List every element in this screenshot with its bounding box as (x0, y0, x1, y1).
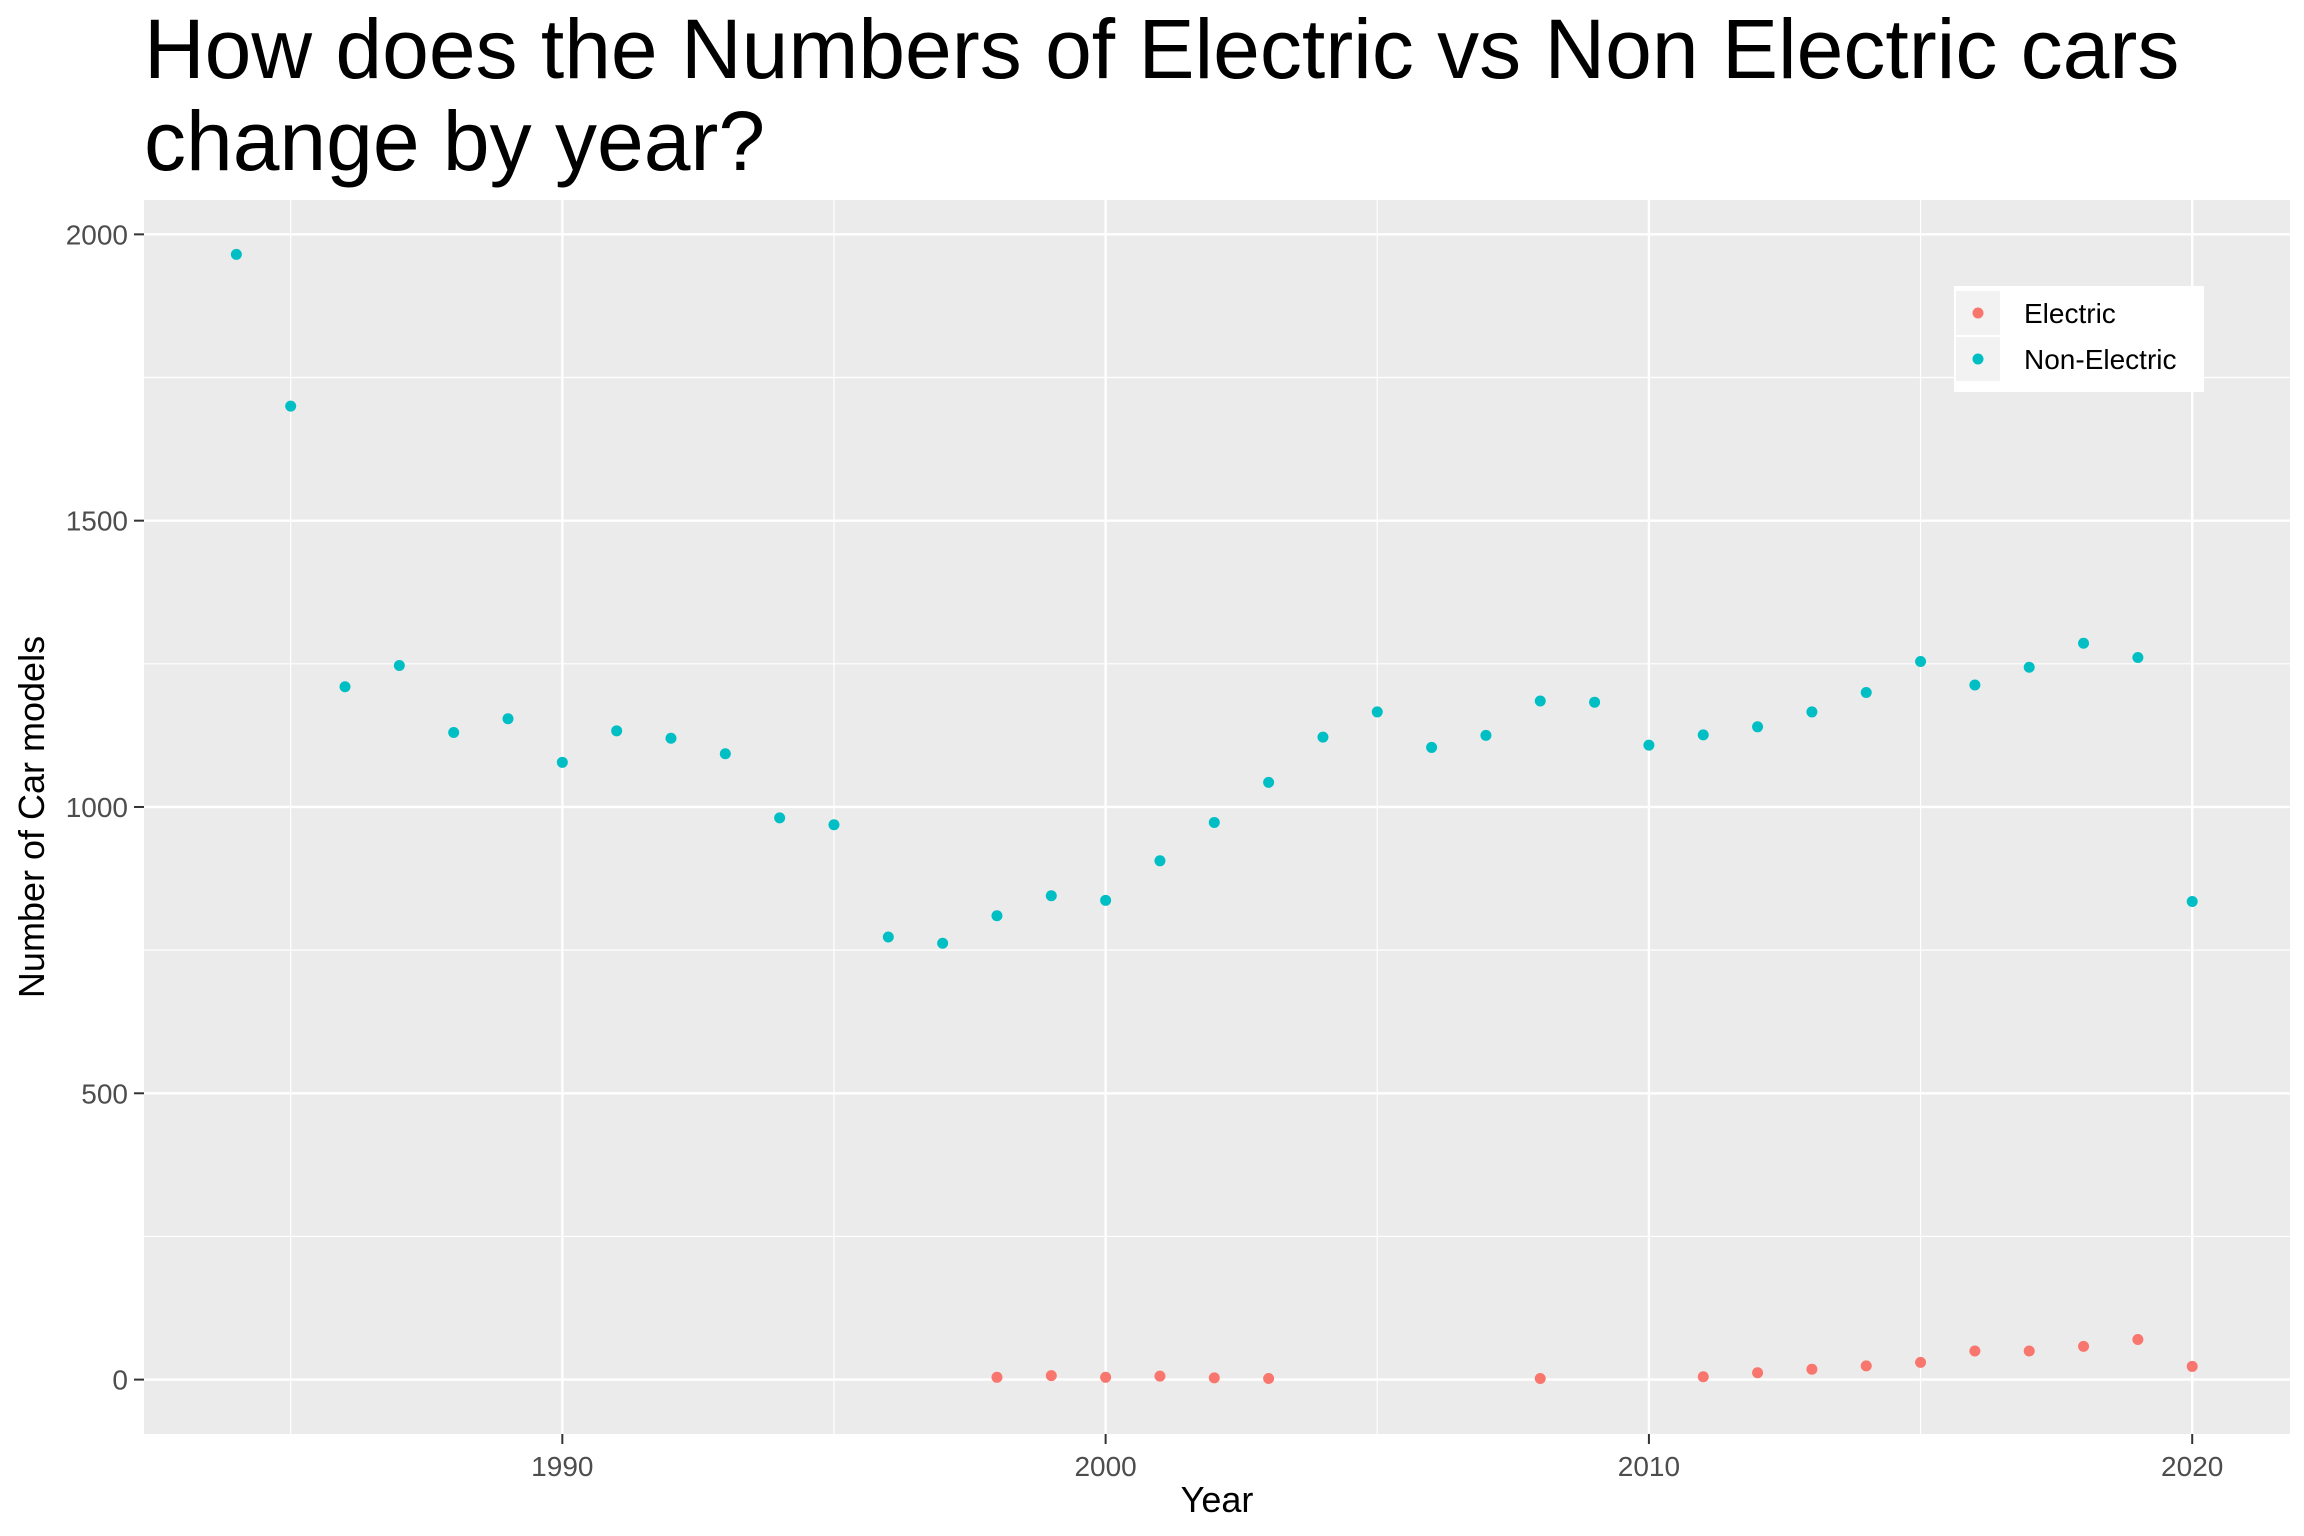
point-electric (1534, 1372, 1546, 1384)
point-electric (2023, 1345, 2035, 1357)
point-non-electric (1752, 721, 1764, 733)
y-tick-label: 2000 (66, 219, 128, 250)
point-non-electric (339, 681, 351, 693)
point-non-electric (2186, 895, 2198, 907)
point-non-electric (1860, 686, 1872, 698)
point-non-electric (2078, 637, 2090, 649)
point-non-electric (1154, 855, 1166, 867)
point-electric (2186, 1360, 2198, 1372)
point-electric (1915, 1356, 1927, 1368)
point-non-electric (556, 756, 568, 768)
x-axis-label: Year (1181, 1479, 1254, 1520)
point-non-electric (1969, 679, 1981, 691)
point-electric (1969, 1345, 1981, 1357)
point-electric (1806, 1363, 1818, 1375)
point-non-electric (882, 931, 894, 943)
legend-swatch (1972, 307, 1984, 319)
legend-label: Non-Electric (2024, 344, 2176, 375)
point-electric (1752, 1367, 1764, 1379)
point-non-electric (230, 248, 242, 260)
point-electric (991, 1371, 1003, 1383)
legend-label: Electric (2024, 298, 2116, 329)
point-electric (1100, 1371, 1112, 1383)
point-non-electric (665, 732, 677, 744)
point-non-electric (393, 660, 405, 672)
x-tick-label: 2020 (2161, 1451, 2223, 1482)
point-electric (2132, 1334, 2144, 1346)
y-tick-label: 0 (112, 1365, 128, 1396)
point-non-electric (774, 812, 786, 824)
point-non-electric (1371, 706, 1383, 718)
point-non-electric (2023, 661, 2035, 673)
legend: Electric Non-Electric (1954, 286, 2204, 392)
legend-swatch (1972, 353, 1984, 365)
x-tick-label: 2010 (1618, 1451, 1680, 1482)
point-non-electric (1100, 894, 1112, 906)
point-non-electric (1806, 706, 1818, 718)
y-tick-label: 500 (81, 1078, 128, 1109)
point-electric (1045, 1370, 1057, 1382)
point-electric (1263, 1372, 1275, 1384)
x-axis: 1990 2000 2010 2020 (531, 1434, 2223, 1482)
x-tick-label: 2000 (1074, 1451, 1136, 1482)
point-non-electric (1045, 890, 1057, 902)
point-non-electric (502, 713, 514, 725)
point-non-electric (1317, 731, 1329, 743)
y-axis-label: Number of Car models (11, 636, 52, 998)
y-tick-label: 1500 (66, 506, 128, 537)
point-non-electric (1589, 696, 1601, 708)
chart-title-line-1: How does the Numbers of Electric vs Non … (144, 2, 2179, 96)
y-tick-label: 1000 (66, 792, 128, 823)
point-non-electric (1426, 741, 1438, 753)
point-electric (1208, 1372, 1220, 1384)
y-axis: 0 500 1000 1500 2000 (66, 219, 144, 1396)
point-non-electric (448, 727, 460, 739)
point-electric (1154, 1370, 1166, 1382)
point-electric (1860, 1360, 1872, 1372)
point-non-electric (1643, 739, 1655, 751)
point-non-electric (937, 937, 949, 949)
point-non-electric (1534, 695, 1546, 707)
point-non-electric (1915, 656, 1927, 668)
point-non-electric (1263, 776, 1275, 788)
plot-panel (144, 200, 2290, 1434)
point-non-electric (2132, 652, 2144, 664)
chart-title-line-2: change by year? (144, 94, 765, 188)
data-points (230, 248, 2198, 1384)
x-tick-label: 1990 (531, 1451, 593, 1482)
point-non-electric (828, 819, 840, 831)
point-non-electric (1697, 729, 1709, 741)
point-non-electric (611, 725, 623, 737)
point-non-electric (1480, 729, 1492, 741)
major-gridlines (144, 200, 2290, 1434)
point-electric (2078, 1340, 2090, 1352)
point-non-electric (285, 400, 297, 412)
point-electric (1697, 1371, 1709, 1383)
point-non-electric (719, 748, 731, 760)
point-non-electric (991, 910, 1003, 922)
point-non-electric (1208, 816, 1220, 828)
